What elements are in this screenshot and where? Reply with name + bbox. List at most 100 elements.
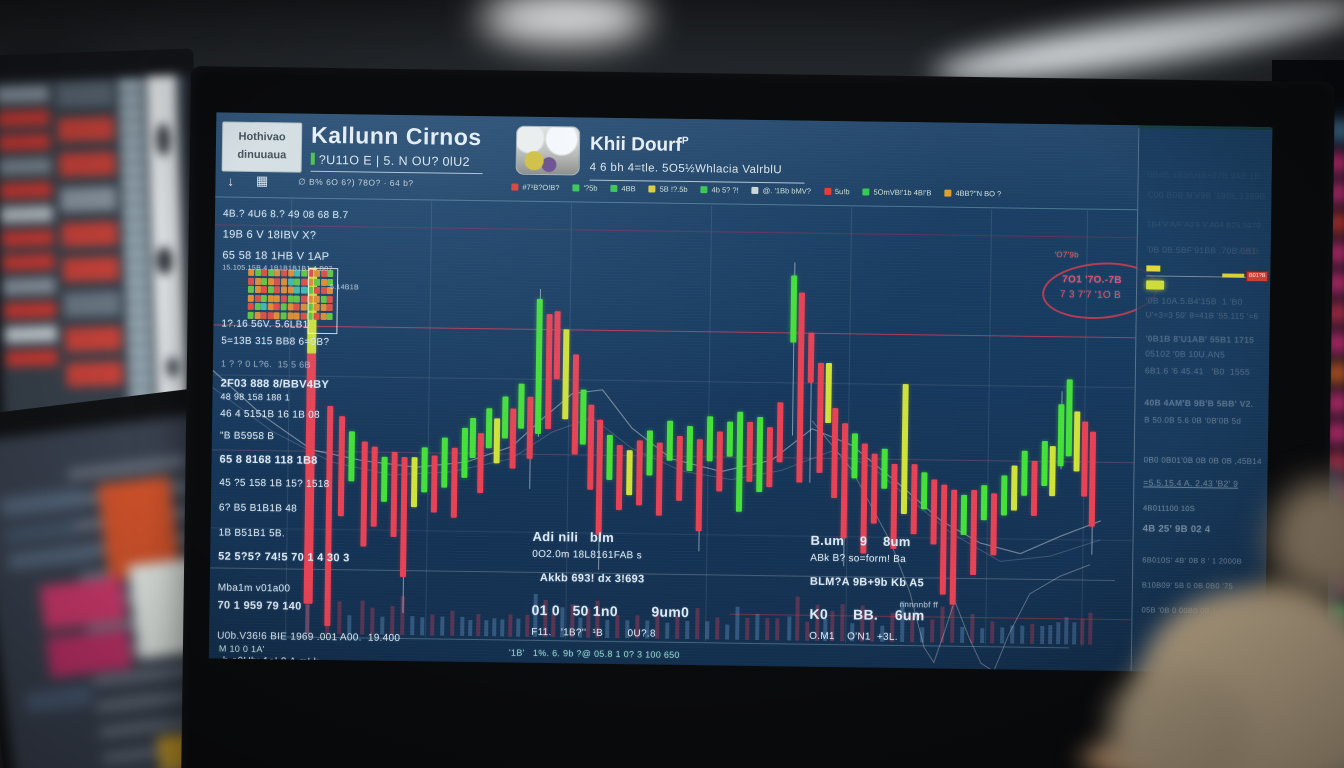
heatmap-cell <box>267 294 274 303</box>
panel-block <box>4 520 76 545</box>
quote-row <box>0 85 49 104</box>
screen-text-row: 7O1 '7O.-7B <box>1062 274 1122 287</box>
candle-body <box>615 445 623 511</box>
header-toolbar: ↓ ▦ ∅ B% 6O 6?) 78O? · 64 b? <box>227 173 413 192</box>
sidebar-yellow-chip <box>1146 265 1161 272</box>
candle-body <box>706 416 714 462</box>
second-title-text: Khii Dourf <box>589 133 682 156</box>
heatmap-cell <box>254 277 261 285</box>
quote-row <box>0 157 52 176</box>
quote-row <box>2 253 55 272</box>
ceiling-light-spot <box>480 0 650 45</box>
candle-body <box>776 402 784 463</box>
ticker-chip[interactable]: 4BB?''N BO ? <box>944 189 1001 198</box>
heatmap-cell <box>254 294 261 302</box>
candle-body <box>655 442 663 516</box>
candle-body <box>430 455 438 513</box>
candle-body <box>807 332 815 383</box>
red-tile <box>57 116 115 143</box>
heatmap-cell <box>293 312 300 320</box>
screen-text-row: 01 0 50 1n0 9um0 <box>531 601 690 621</box>
heatmap-cell <box>274 277 281 285</box>
screen-text-row: Adi nili blm <box>532 528 615 545</box>
calendar-grid-icon[interactable]: ▦ <box>255 172 269 189</box>
heatmap-cell <box>287 295 294 303</box>
ticker-chip[interactable]: 4BB <box>610 184 636 193</box>
candlestick-chart: 4B.? 4U6 8.? 49 08 68 B.7 19B 6 V 18IBV X… <box>209 112 1273 673</box>
red-tile <box>61 221 118 248</box>
red-tile <box>64 326 122 353</box>
candle-body <box>716 431 724 492</box>
quote-row <box>0 205 54 224</box>
candle-body <box>450 447 458 518</box>
screen-text-row: 7 3 7'7 '1O B <box>1059 289 1122 302</box>
candle-body <box>1021 450 1028 496</box>
candle-body <box>509 408 517 469</box>
screen-text-row: O.M1 O'N1 +3L. <box>809 630 898 643</box>
candle-body <box>493 418 501 464</box>
candle-body <box>606 434 613 480</box>
candle-body <box>626 450 633 496</box>
instrument-logo-thumbnail[interactable] <box>515 125 581 176</box>
screen-text-row: 19B 6 V 18IBV X? <box>222 228 317 242</box>
heatmap-cell <box>274 286 281 294</box>
candle-body <box>579 389 587 445</box>
candle-body <box>646 430 654 476</box>
screen-text-row: 2F03 888 8/BBV4BY <box>220 377 330 392</box>
download-arrow-icon[interactable]: ↓ <box>227 173 235 189</box>
heatmap-cell <box>267 277 274 285</box>
watchlist-info-box[interactable]: Hothivao dinuuaua <box>221 121 303 173</box>
red-tiles-column <box>56 81 123 398</box>
screen-text-row: Akkb 693! dx 3!693 <box>539 571 645 586</box>
panel-block <box>24 685 93 714</box>
red-tile <box>66 361 123 388</box>
panel-block <box>39 576 127 631</box>
screen-text-row: nnnnnbf ff <box>899 599 939 610</box>
candle-body <box>831 408 839 499</box>
ticker-chip-label: '?5b <box>583 183 598 193</box>
screen-text-row: 4B.? 4U6 8.? 49 08 68 B.7 <box>222 208 349 222</box>
screen-text-row: BLM?A 9B+9b Kb A5 <box>809 575 925 590</box>
red-tile <box>56 81 114 108</box>
heatmap-cell <box>274 303 281 311</box>
screen-text-row: 70 1 959 79 140 <box>217 599 302 613</box>
screen-text-row: 52 5?5? 74!5 70 1 4 30 3 <box>218 550 350 565</box>
ticker-chip-label: #7¹B?O!B? <box>522 182 560 193</box>
ticker-chip[interactable]: 5u!b <box>823 187 850 196</box>
ticker-chip[interactable]: #7¹B?O!B? <box>511 182 560 193</box>
red-tile <box>58 151 116 178</box>
screen-text-row: B.um 9 8um <box>810 532 911 550</box>
candle-body <box>370 446 378 527</box>
screen-text-row: 1B B51B1 5B. <box>218 527 286 540</box>
heatmap-cell <box>294 278 301 286</box>
quote-row <box>0 133 51 152</box>
heatmap-cell <box>280 295 287 303</box>
left-monitor-top-screen <box>0 74 201 438</box>
candle-body <box>1041 440 1048 487</box>
candle-body <box>635 440 643 506</box>
heatmap-cell <box>261 277 268 285</box>
candle-body <box>920 472 928 510</box>
instrument-subtitle-text: ?U11O E | 5. N OU? 0lU2 <box>318 152 471 169</box>
screen-text-row: 48 98 158 188 1 <box>220 391 291 403</box>
ticker-chip[interactable]: 5B !?.5b <box>648 184 688 194</box>
screen-text-row: 6? B5 B1B1B 48 <box>218 502 298 515</box>
ticker-chip[interactable]: 5OmVB!'1b 4B!'B <box>862 187 931 197</box>
quote-row <box>3 301 57 320</box>
ticker-chip[interactable]: 4b 5? ?! <box>700 185 739 195</box>
candle-body <box>477 433 484 494</box>
second-instrument-subtitle: 4 6 bh 4=tle. 5O5½Whlacia ValrblU <box>589 161 783 177</box>
candle-body <box>756 416 764 493</box>
screen-text-row: 45 ?5 158 1B 15? 1518 <box>219 477 330 491</box>
quote-row <box>4 325 58 344</box>
ticker-dot-icon <box>511 183 519 191</box>
candle-body <box>1065 379 1073 457</box>
instrument-subtitle: ?U11O E | 5. N OU? 0lU2 <box>310 152 471 169</box>
green-bar-icon <box>310 152 315 165</box>
quote-row <box>0 109 50 128</box>
ticker-chip[interactable]: '?5b <box>572 183 598 193</box>
ticker-chip[interactable]: @. '1Bb bMV? <box>751 186 811 196</box>
sidebar-lime-badge[interactable] <box>1146 280 1165 290</box>
screen-text-row: 1 ? ? 0 L?6. 15 5 6B <box>220 358 311 370</box>
